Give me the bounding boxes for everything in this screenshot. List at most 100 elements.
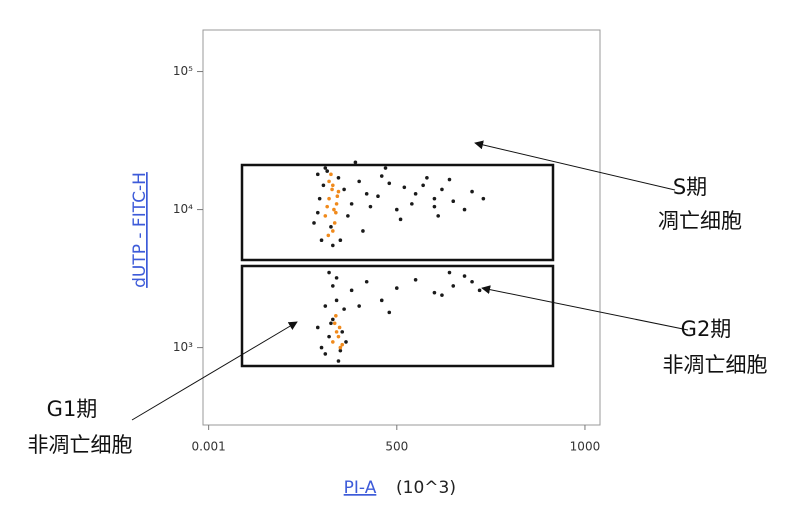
annotation: G2期 [681, 317, 732, 341]
point [331, 243, 335, 248]
point [470, 189, 474, 194]
point [451, 284, 456, 288]
point [335, 194, 340, 199]
point [421, 183, 425, 188]
point [330, 187, 334, 192]
point [387, 181, 392, 186]
y-tick-label: 10³ [173, 340, 193, 354]
point [312, 221, 316, 225]
point [337, 325, 342, 330]
point [353, 160, 358, 165]
point [332, 321, 337, 326]
point [432, 196, 437, 201]
point [357, 304, 361, 308]
point [334, 298, 339, 303]
point [315, 325, 320, 330]
point [319, 345, 324, 350]
point [336, 334, 341, 339]
point [413, 277, 418, 282]
point [334, 314, 338, 318]
point [331, 317, 335, 322]
point [425, 175, 429, 180]
x-tick-label: 1000 [570, 440, 601, 454]
point [349, 202, 354, 206]
point [410, 202, 414, 206]
point [364, 192, 369, 196]
point [329, 321, 333, 326]
point [361, 229, 365, 233]
point [334, 202, 339, 206]
point [323, 214, 328, 218]
g2-gate [240, 264, 555, 368]
x-axis-unit: (10^3) [396, 478, 456, 498]
point [340, 342, 345, 347]
point [376, 194, 380, 199]
plot-frame [202, 29, 601, 426]
point [327, 270, 331, 275]
arrow [481, 285, 689, 331]
point [325, 204, 329, 209]
point [394, 286, 399, 290]
point [349, 288, 354, 293]
point [462, 207, 467, 212]
point [323, 304, 328, 308]
point [440, 187, 444, 192]
point [331, 340, 335, 344]
y-tick-label: 10⁵ [173, 64, 193, 78]
point [357, 179, 361, 184]
annotation: S期 [673, 175, 707, 199]
arrow [474, 140, 676, 191]
point [331, 284, 335, 288]
point [336, 189, 341, 194]
point [336, 175, 341, 180]
point [319, 238, 324, 243]
point [323, 166, 328, 170]
point [447, 177, 452, 182]
annotation: 非凋亡细胞 [28, 433, 133, 457]
arrow [131, 321, 298, 421]
point [334, 210, 338, 215]
point [481, 196, 486, 201]
point [402, 185, 407, 190]
point [379, 174, 384, 178]
point [331, 183, 335, 188]
point [321, 183, 326, 188]
point [327, 179, 331, 184]
point [342, 307, 346, 311]
point [325, 169, 329, 173]
point [344, 340, 348, 344]
point [342, 187, 346, 192]
point [368, 204, 373, 209]
annotation: 非凋亡细胞 [663, 353, 768, 377]
point [323, 352, 328, 356]
point [447, 270, 452, 275]
point [432, 290, 437, 295]
point [340, 330, 345, 334]
point [317, 196, 322, 201]
point [338, 345, 343, 350]
point [326, 233, 331, 238]
point [398, 217, 403, 222]
point [329, 225, 333, 229]
point [394, 207, 399, 212]
point [462, 274, 467, 278]
point [327, 334, 331, 339]
point [451, 199, 456, 204]
s-gate [240, 163, 555, 262]
x-tick-label: 500 [385, 440, 408, 454]
point [470, 279, 474, 284]
point [329, 172, 333, 177]
point [379, 298, 384, 303]
point [315, 210, 320, 215]
y-axis-label: dUTP - FITC-H [130, 172, 150, 288]
point [346, 214, 350, 218]
point [432, 204, 437, 209]
point [334, 330, 339, 334]
point [383, 166, 388, 170]
point [315, 172, 320, 177]
point [364, 279, 369, 284]
annotation: 凋亡细胞 [658, 209, 742, 233]
annotation: G1期 [47, 397, 98, 421]
